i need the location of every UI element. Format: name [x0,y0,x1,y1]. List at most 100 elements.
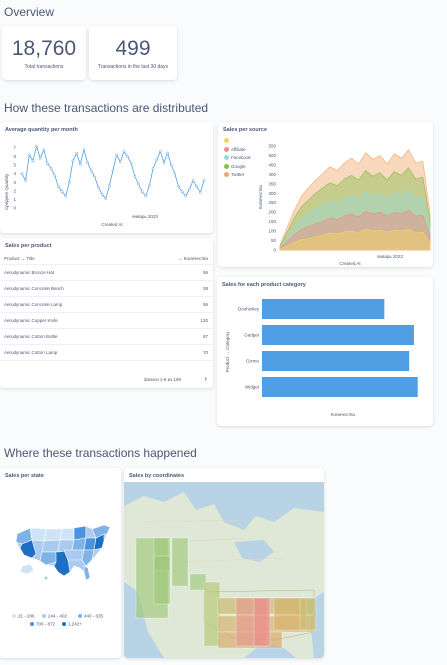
table-row[interactable]: Aerodynamic Copper Knife 120 [0,313,213,329]
data-point [148,184,151,188]
data-point [42,148,46,152]
bar [262,377,418,397]
data-point [57,185,60,188]
data-point [89,168,93,172]
data-point [162,161,166,164]
card-sales-category[interactable]: Sales for each product category Product … [217,277,433,426]
cell-qty: 38 [202,286,208,291]
data-point [104,197,108,200]
data-point [75,151,78,155]
y-axis-label: Среднее Quantity [4,173,9,210]
table-row[interactable]: Aerodynamic Concrete Bench 38 [0,281,213,297]
card-average-quantity[interactable]: Average quantity per month Среднее Quant… [0,122,213,233]
data-point [60,190,64,194]
legend-item[interactable] [224,138,231,144]
legend-item[interactable]: Affiliate [224,147,246,152]
series-area [279,189,431,251]
table-row[interactable]: Aerodynamic Cotton Lamp 70 [0,345,213,361]
data-point [100,192,104,196]
legend-dot-icon [224,172,229,178]
cell-title: Aerodynamic Copper Knife [4,318,58,323]
x-axis-label: Количество [331,412,356,417]
legend-label: Affiliate [231,146,246,152]
card-title: Sales by coordinates [129,473,185,479]
data-point [78,162,82,166]
y-tick-label: 100 [268,229,276,234]
legend-label: Twitter [231,172,245,177]
legend-dot-icon [224,138,229,144]
data-point [31,159,35,163]
card-sales-by-coordinates[interactable]: Sales by coordinates [124,468,324,658]
legend-item[interactable]: Twitter [224,172,245,178]
data-point [180,190,184,194]
legend-dot-icon [12,614,16,618]
legend-label: 706 - 872 [36,622,56,627]
cell-title: Aerodynamic Cotton Lamp [4,350,58,355]
legend-dot-icon [224,155,229,161]
table-row[interactable]: Aerodynamic Bronze Hat 96 [0,265,213,281]
x-tick-label: январь 2023 [132,214,158,219]
distribution-title: How these transactions are distributed [4,101,209,115]
legend-dot-icon [30,622,34,626]
card-sales-per-state[interactable]: Sales per state 21 - 206 244 - [0,468,121,658]
y-tick-label: 200 [268,210,276,215]
y-tick-label: 0 [273,248,276,253]
data-point [129,162,133,165]
y-tick-label: 450 [268,162,276,167]
grid-cell [299,597,317,631]
card-sales-per-source[interactable]: Sales per source Affiliate Facebook Google… [218,122,433,267]
card-sales-per-product[interactable]: Sales per product Product → Title → Коли… [0,238,213,388]
y-tick-label: 2 [13,188,16,193]
category-label: Gadget [244,333,260,338]
cell-title: Aerodynamic Cotton Bottle [4,334,58,339]
y-tick-label: 0 [13,206,16,211]
data-point [24,179,27,182]
data-point [108,184,111,188]
series-area [279,209,431,251]
series-area [279,167,431,251]
scalar-last-30-days[interactable]: 499 Transactions in the last 30 days [89,26,177,80]
table-row[interactable]: Aerodynamic Concrete Lamp 96 [0,297,213,313]
cell-qty: 70 [202,350,208,355]
y-axis-label: Product → Category [225,331,230,373]
column-header-product[interactable]: Product → Title [4,256,35,261]
overview-title: Overview [4,5,55,19]
pin-map[interactable] [124,482,324,658]
series-line [21,144,205,200]
data-point [82,148,86,152]
chevron-right-icon[interactable]: › [204,374,207,383]
grid-cell [203,581,221,647]
data-point [49,167,53,170]
grid-cell [189,573,207,591]
data-point [173,172,177,176]
cell-title: Aerodynamic Bronze Hat [4,270,55,275]
series-area [279,149,431,251]
scalar-total-transactions[interactable]: 18,760 Total transactions [2,26,86,80]
legend-item[interactable]: Google [224,164,246,169]
data-point [71,159,75,163]
legend-item[interactable]: Facebook [224,155,251,161]
data-point [188,187,191,191]
cell-qty: 87 [202,334,208,339]
card-title: Sales per product [5,243,52,249]
legend-dot-icon [42,614,46,618]
cell-qty: 120 [200,318,208,323]
card-title: Average quantity per month [5,127,78,133]
data-point [191,179,195,182]
legend-label: Google [231,163,246,169]
data-point [137,182,140,186]
data-point [133,174,137,178]
bar [262,351,410,371]
grid-cell [253,597,271,647]
data-point [93,175,97,179]
column-header-qty[interactable]: → Количество [178,256,208,261]
data-point [177,185,180,188]
legend-dot-icon [62,622,66,626]
table-row[interactable]: Aerodynamic Cotton Bottle 87 [0,329,213,345]
area-chart: Количество 55050045040035030025020015010… [258,144,431,266]
x-axis-label: Created At [339,261,361,266]
y-tick-label: 7 [13,146,16,151]
us-state-map[interactable]: 21 - 206 244 - 402 440 - 635 706 - 872 1,242… [0,468,121,658]
legend-label: 1,242+ [68,622,82,627]
bar [262,299,385,319]
